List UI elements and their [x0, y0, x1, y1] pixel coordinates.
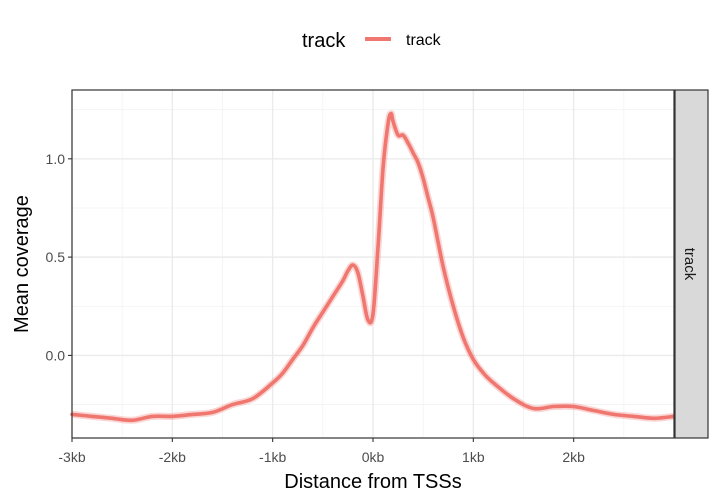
facet-strip-box	[674, 89, 709, 439]
y-tick-label: 0.5	[46, 249, 66, 265]
x-tick-label: -3kb	[58, 449, 85, 465]
series-line-track	[70, 111, 676, 423]
legend-entry-label: track	[406, 32, 442, 49]
x-tick-label: -1kb	[259, 449, 286, 465]
y-axis-title: Mean coverage	[11, 195, 33, 333]
facet-strip: track	[674, 89, 709, 439]
x-tick-label: 1kb	[462, 449, 485, 465]
y-tick-label: 1.0	[46, 151, 66, 167]
x-tick-label: 0kb	[362, 449, 385, 465]
x-tick-label: 2kb	[562, 449, 585, 465]
legend: track track	[302, 30, 442, 52]
x-axis: -3kb -2kb -1kb 0kb 1kb 2kb	[58, 438, 585, 465]
legend-title: track	[302, 30, 346, 52]
y-axis: 0.0 0.5 1.0	[46, 151, 72, 363]
x-axis-title: Distance from TSSs	[284, 471, 461, 493]
y-tick-label: 0.0	[46, 347, 66, 363]
series-layer	[70, 110, 676, 424]
x-tick-label: -2kb	[159, 449, 186, 465]
facet-strip-label: track	[681, 248, 698, 281]
